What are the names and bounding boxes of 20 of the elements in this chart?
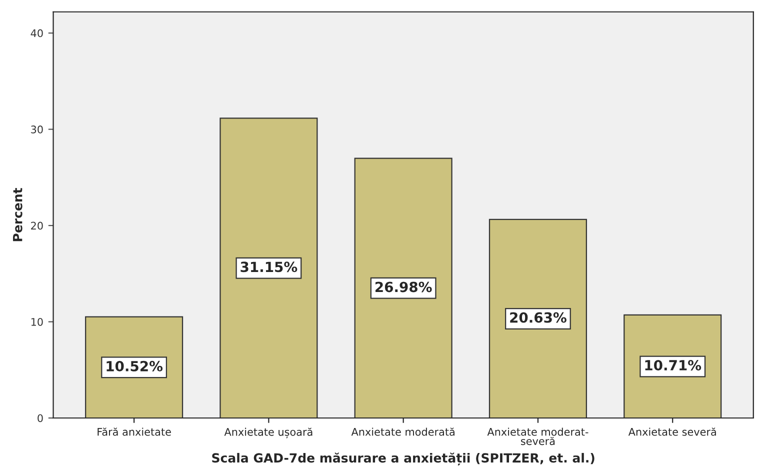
bar — [488, 218, 587, 418]
x-tick-label: Anxietate ușoară — [224, 428, 312, 438]
y-tick-label: 10 — [31, 318, 43, 326]
y-tick-label: 40 — [30, 29, 43, 38]
y-tick-label: 30 — [31, 126, 43, 134]
bar — [354, 158, 452, 418]
bar — [220, 118, 318, 418]
y-tick-label: 0 — [38, 414, 43, 422]
data-label: 31.15% — [240, 262, 298, 272]
y-tick-label: 20 — [31, 222, 43, 230]
data-label: 20.63% — [510, 312, 566, 323]
x-tick-label: Anxietate severă — [628, 428, 716, 436]
x-axis-title: Scala GAD-7de măsurare a anxietății (SPITZER, et. al.) — [212, 452, 594, 466]
data-label: 26.98% — [376, 282, 432, 292]
x-tick-label: Fără anxietate — [98, 428, 171, 436]
x-tick-label: Anxietate moderat- severă — [487, 428, 588, 446]
x-tick-label: Anxietate moderată — [351, 428, 454, 436]
y-axis-title: Percent — [13, 188, 22, 242]
data-label: 10.52% — [106, 360, 163, 372]
data-label: 10.71% — [645, 360, 702, 370]
